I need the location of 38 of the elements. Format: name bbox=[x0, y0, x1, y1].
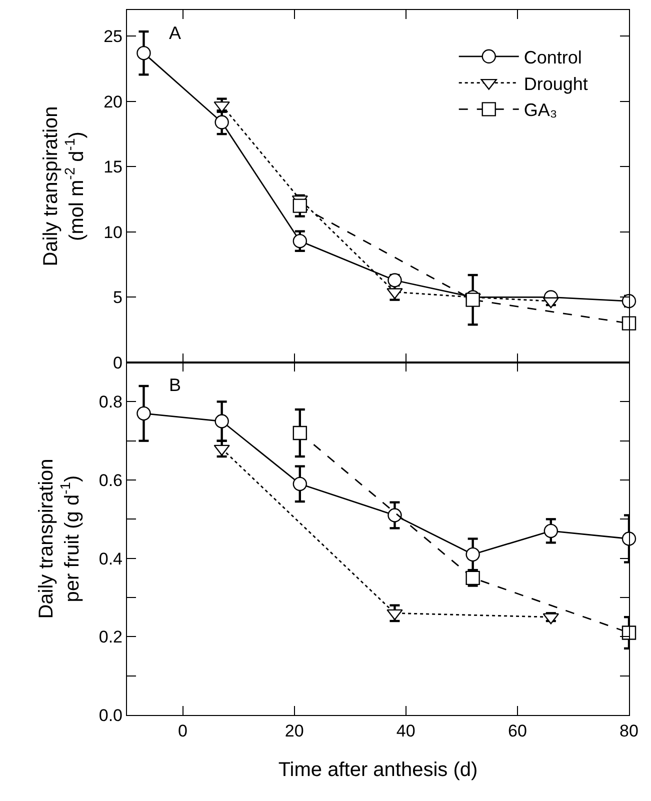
point bbox=[622, 532, 636, 546]
y-tick-label: 15 bbox=[104, 158, 122, 177]
legend-label: Drought bbox=[524, 74, 588, 94]
y-tick-label: 0.2 bbox=[98, 628, 122, 647]
legend-label: GA₃ bbox=[524, 100, 558, 120]
y-tick-label: 0.8 bbox=[98, 392, 122, 412]
point bbox=[292, 234, 308, 248]
point bbox=[388, 508, 402, 522]
x-tick-label: 40 bbox=[396, 722, 416, 740]
point bbox=[622, 626, 636, 640]
point bbox=[466, 292, 480, 307]
point bbox=[136, 46, 151, 60]
x-tick-label: 60 bbox=[508, 722, 527, 740]
x-tick-label: 80 bbox=[620, 722, 638, 740]
x-tick-label: 20 bbox=[284, 722, 304, 740]
y-tick-label: 25 bbox=[104, 27, 122, 46]
point bbox=[544, 524, 558, 538]
y-tick-label: 0.6 bbox=[98, 470, 122, 490]
x-axis-title: Time after anthesis (d) bbox=[278, 759, 478, 781]
point bbox=[622, 294, 636, 308]
point bbox=[292, 198, 308, 213]
point bbox=[292, 476, 308, 492]
legend-label: Control bbox=[524, 47, 582, 68]
y-tick-label: 20 bbox=[104, 92, 122, 112]
point bbox=[214, 115, 229, 130]
text: 0.0 bbox=[98, 706, 122, 725]
y-tick-label: 10 bbox=[104, 222, 122, 242]
x-tick-label: 0 bbox=[178, 722, 188, 740]
point bbox=[214, 414, 229, 428]
point bbox=[136, 406, 151, 421]
point bbox=[622, 316, 636, 330]
point bbox=[466, 547, 480, 562]
point bbox=[292, 426, 308, 440]
annotation: B bbox=[169, 375, 182, 395]
y-tick-label: 0.4 bbox=[98, 549, 122, 568]
y-tick-label: 5 bbox=[113, 288, 122, 308]
annotation: A bbox=[169, 23, 182, 43]
y-tick-label: 0 bbox=[113, 353, 122, 372]
